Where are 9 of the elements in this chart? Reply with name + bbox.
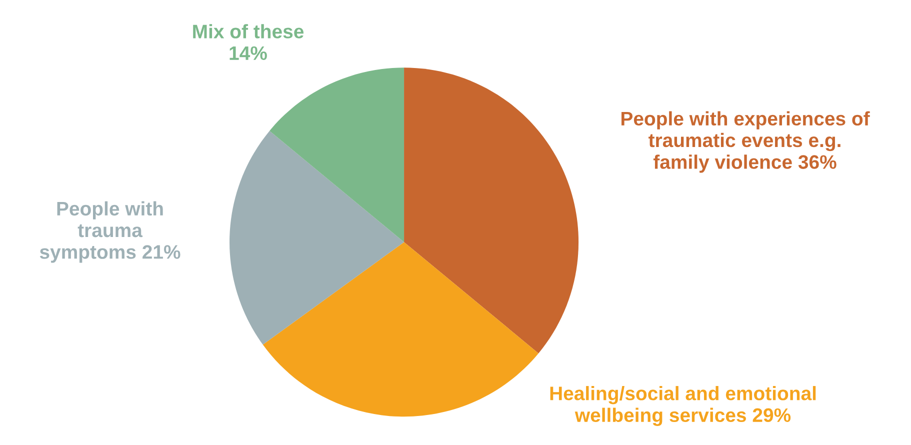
slice-label: People with trauma symptoms 21%: [40, 201, 180, 263]
pie-slice: [262, 242, 538, 417]
pie-slice: [270, 68, 404, 242]
slice-label: People with experiences of traumatic events e.g. family violence 36%: [622, 111, 870, 173]
pie-slice: [404, 68, 579, 354]
slice-label: Mix of these: [193, 24, 304, 38]
pie-slice: [230, 130, 404, 345]
data-label: 14%: [230, 46, 267, 60]
slice-label: Healing/social and emotional wellbeing services 29%: [550, 386, 816, 426]
